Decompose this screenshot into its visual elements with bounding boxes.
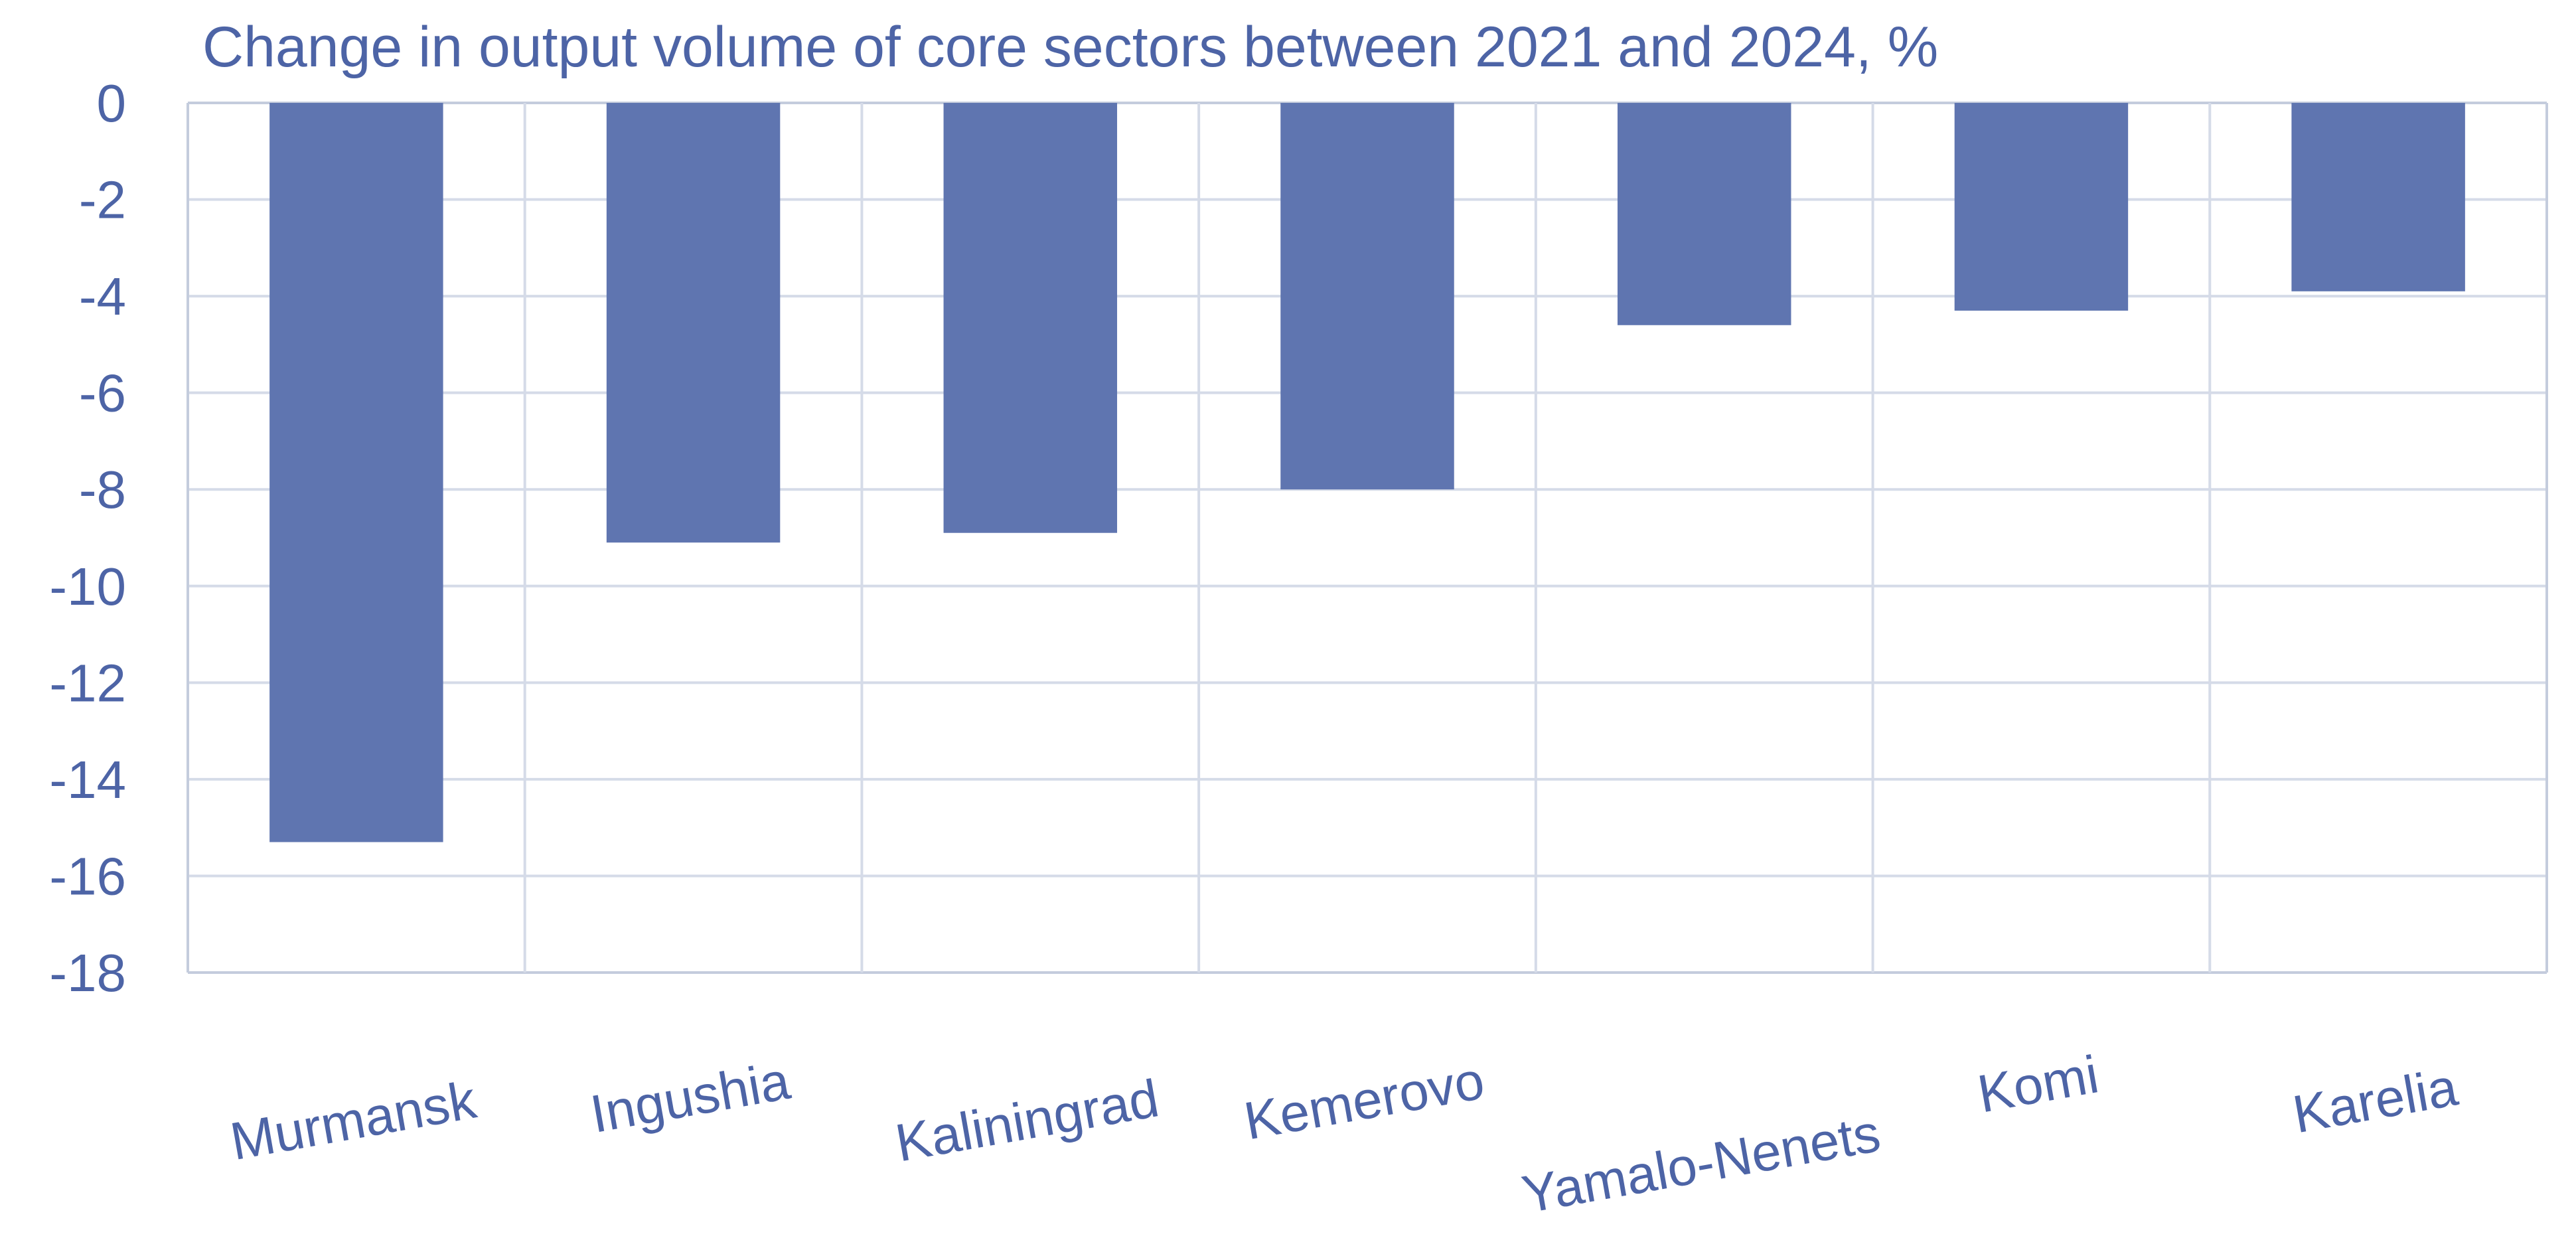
y-tick-label: -2 [79, 171, 126, 230]
bar-komi [1954, 103, 2129, 311]
bars-group [269, 103, 2465, 842]
x-tick-label: Kaliningrad [891, 1068, 1164, 1172]
bar-karelia [2291, 103, 2465, 291]
y-tick-label: -16 [49, 846, 126, 905]
y-tick-label: -12 [49, 653, 126, 712]
y-tick-label: -8 [79, 460, 126, 519]
x-tick-label: Murmansk [226, 1070, 481, 1172]
y-tick-label: -10 [49, 557, 126, 616]
bar-murmansk [269, 103, 443, 842]
chart-title: Change in output volume of core sectors … [202, 15, 1938, 79]
x-tick-label: Kemerovo [1240, 1050, 1489, 1150]
bar-ingushia [606, 103, 781, 543]
y-tick-label: -6 [79, 364, 126, 423]
bar-yamalo-nenets [1617, 103, 1791, 325]
y-axis-ticks: 0 -2 -4 -6 -8 -10 -12 -14 -16 -18 [49, 74, 126, 1002]
bar-kemerovo [1280, 103, 1454, 490]
bar-kaliningrad [943, 103, 1118, 533]
y-tick-label: -4 [79, 267, 126, 326]
x-tick-label: Yamalo-Nenets [1518, 1103, 1885, 1224]
y-tick-label: 0 [97, 74, 127, 133]
x-tick-label: Karelia [2289, 1057, 2462, 1144]
x-axis-labels: Murmansk Ingushia Kaliningrad Kemerovo Yamal… [226, 1044, 2462, 1224]
x-tick-label: Komi [1973, 1044, 2103, 1123]
y-tick-label: -18 [49, 943, 126, 1002]
y-tick-label: -14 [49, 750, 126, 809]
x-tick-label: Ingushia [586, 1051, 795, 1144]
